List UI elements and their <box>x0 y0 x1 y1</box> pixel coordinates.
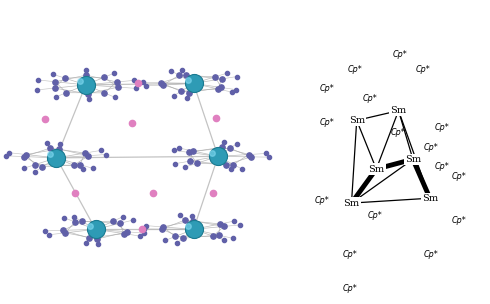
Text: Cp*: Cp* <box>348 65 363 74</box>
Text: Cp*: Cp* <box>320 118 335 127</box>
Text: Cp*: Cp* <box>315 196 329 205</box>
Text: Cp*: Cp* <box>392 50 407 59</box>
Text: Cp*: Cp* <box>452 216 467 225</box>
Text: Cp*: Cp* <box>424 143 439 152</box>
Text: Sm: Sm <box>349 116 365 125</box>
Text: Cp*: Cp* <box>343 284 358 293</box>
Text: Cp*: Cp* <box>424 250 439 259</box>
Text: Cp*: Cp* <box>320 84 335 93</box>
Text: Cp*: Cp* <box>435 162 450 171</box>
Text: Cp*: Cp* <box>363 94 378 103</box>
Text: Cp*: Cp* <box>391 128 405 137</box>
Text: Cp*: Cp* <box>435 123 450 132</box>
Text: Sm: Sm <box>343 199 360 208</box>
Text: Sm: Sm <box>422 194 438 203</box>
Text: Cp*: Cp* <box>416 65 430 74</box>
Text: Sm: Sm <box>405 155 421 164</box>
Text: Sm: Sm <box>368 164 384 174</box>
Text: Cp*: Cp* <box>343 250 358 259</box>
Text: Cp*: Cp* <box>368 211 382 220</box>
Text: Sm: Sm <box>391 106 407 115</box>
Text: Cp*: Cp* <box>452 172 467 181</box>
